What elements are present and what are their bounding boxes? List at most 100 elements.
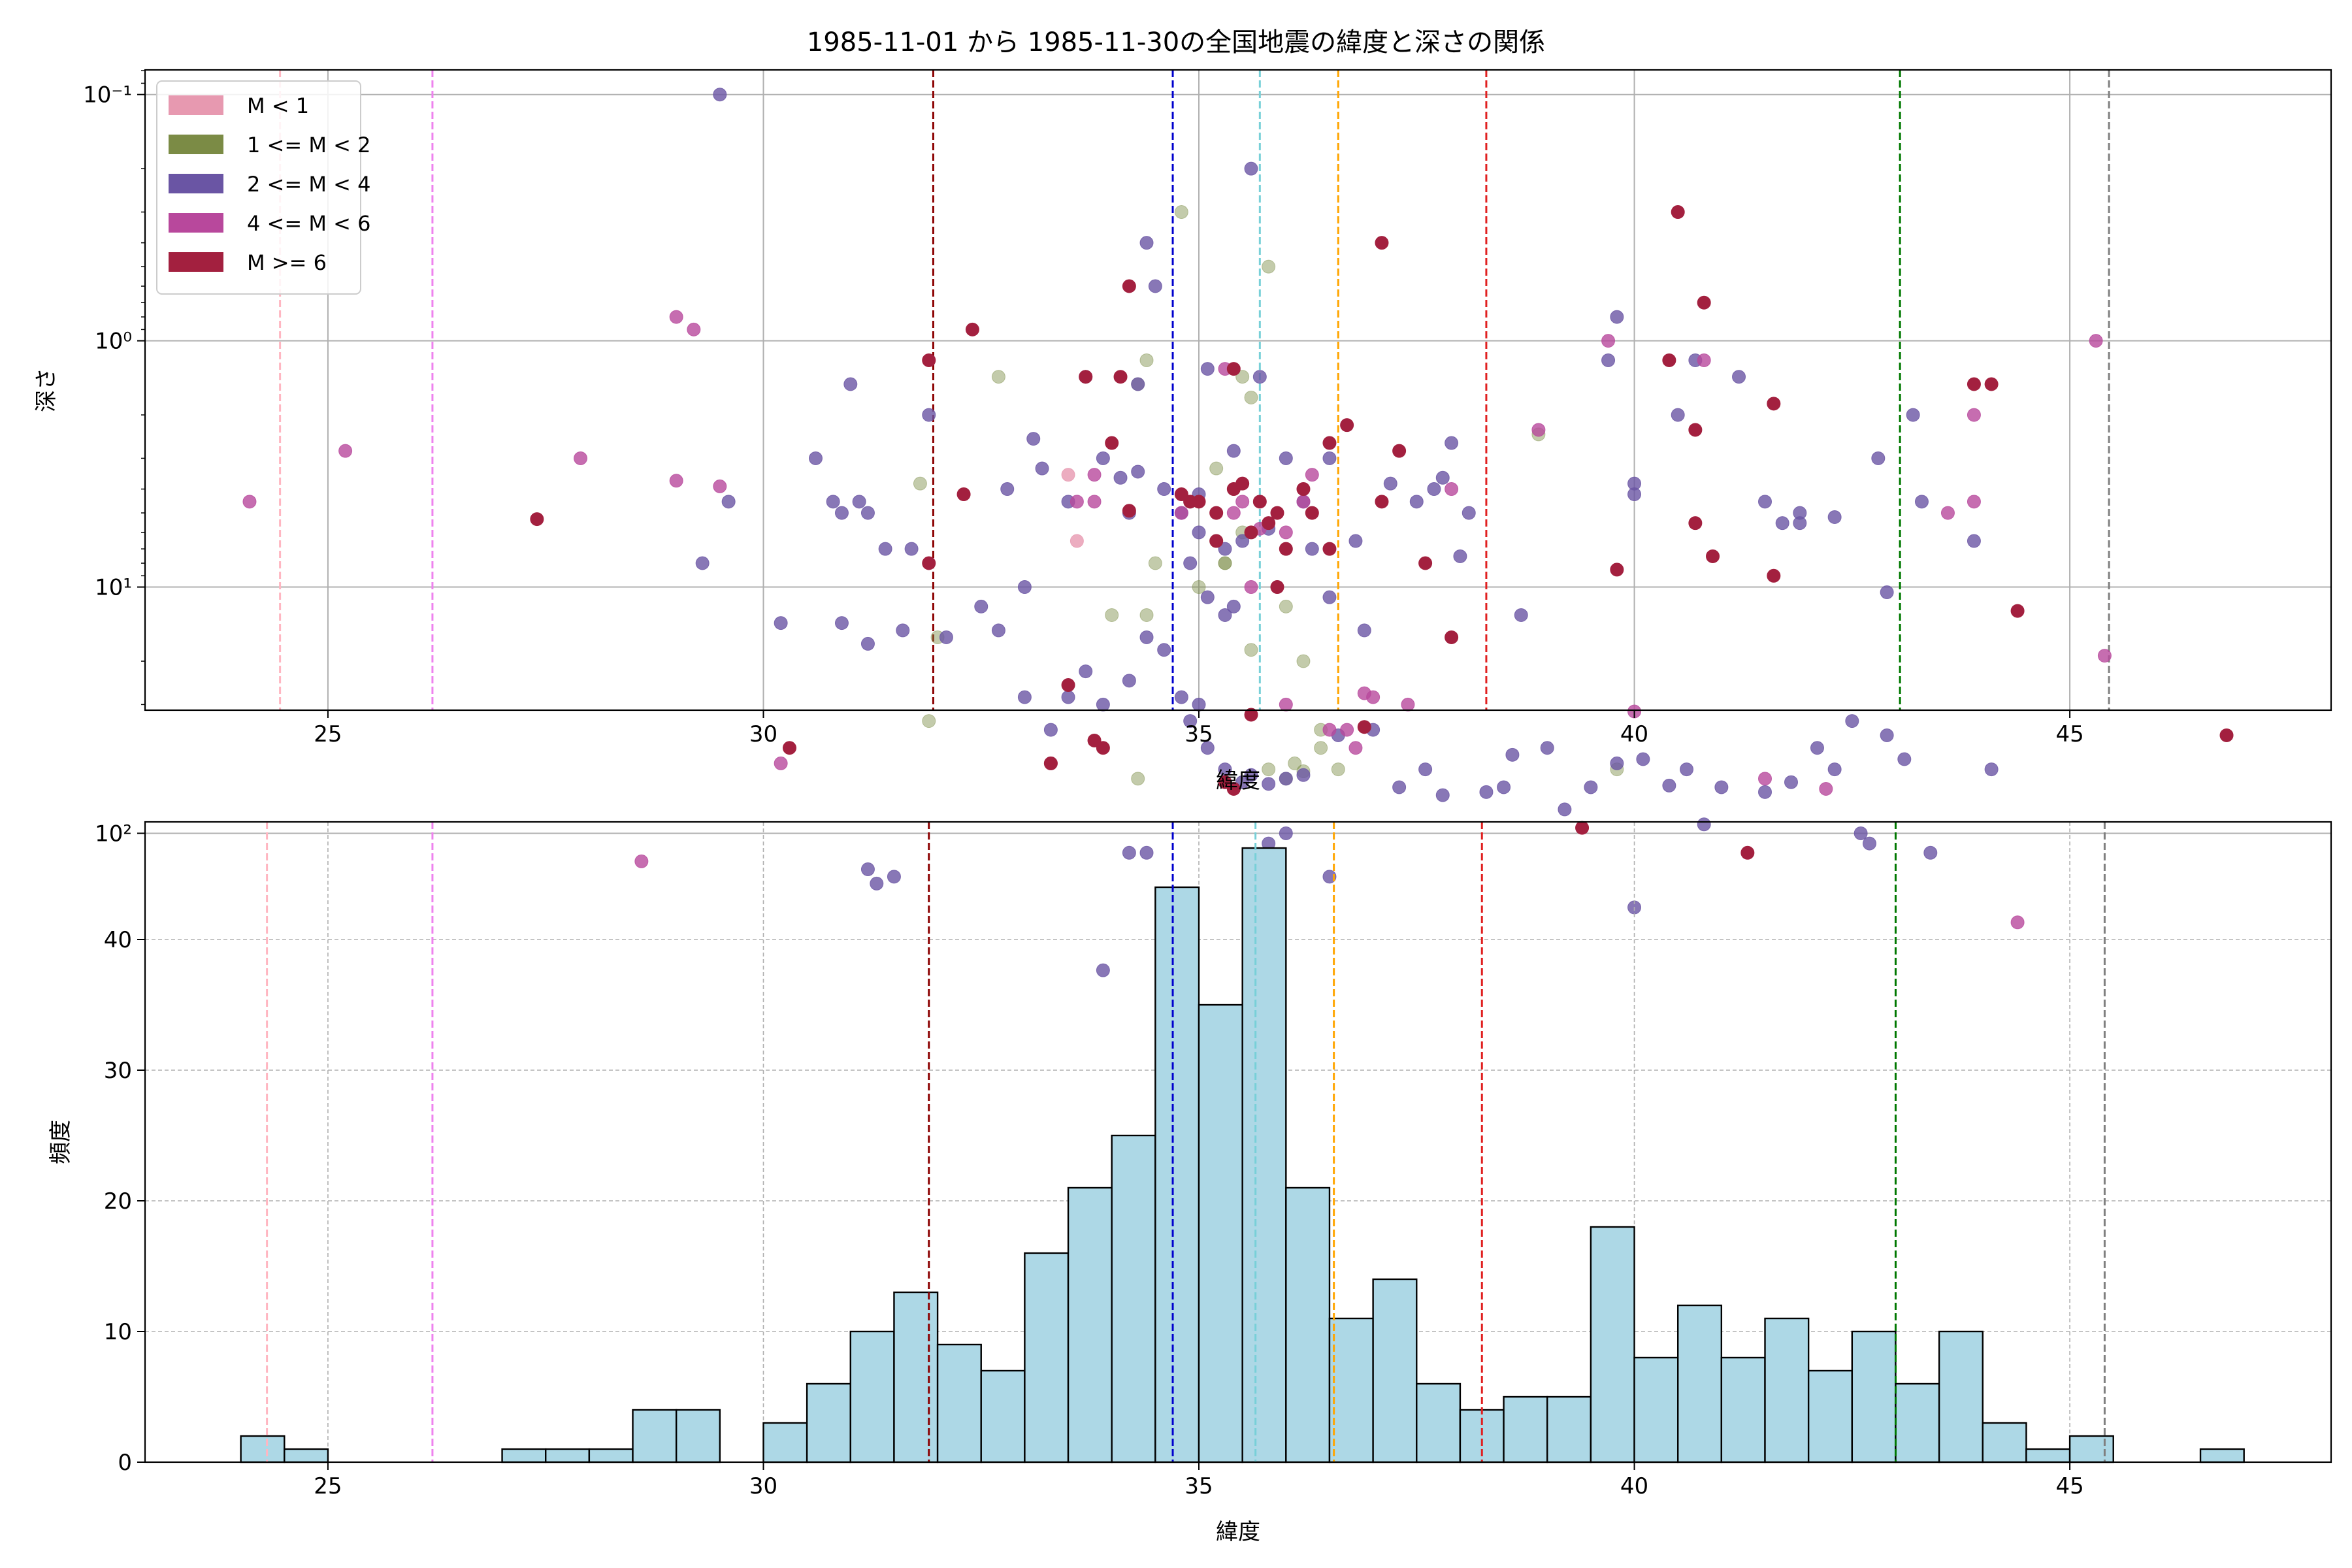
scatter-point	[1279, 697, 1293, 711]
scatter-point	[1244, 525, 1258, 540]
scatter-x-tick-label: 45	[2055, 721, 2083, 747]
histogram-reference-lines	[266, 822, 2106, 1462]
scatter-point	[687, 322, 701, 336]
histogram-bar	[849, 1330, 895, 1463]
scatter-point	[1871, 451, 1886, 465]
scatter-point	[1340, 418, 1354, 433]
histogram-axes-frame	[144, 821, 2332, 1463]
scatter-point	[991, 370, 1005, 384]
histogram-bar	[762, 1422, 808, 1463]
scatter-point	[1445, 482, 1459, 497]
scatter-point	[1740, 845, 1755, 860]
scatter-point	[2097, 649, 2112, 663]
scatter-point	[1445, 436, 1459, 450]
scatter-point	[1758, 785, 1772, 799]
histogram-bar	[675, 1409, 721, 1463]
scatter-point	[1226, 599, 1241, 613]
scatter-point	[1862, 836, 1876, 851]
histogram-y-ticks: 0 10 20 30 40	[104, 927, 145, 1476]
legend-label: 1 <= M < 2	[247, 133, 370, 157]
legend-label: M < 1	[247, 93, 309, 118]
scatter-point	[1610, 310, 1624, 324]
histogram-bar	[1285, 1186, 1331, 1463]
histogram-bar	[1938, 1330, 1984, 1463]
scatter-x-tick-label: 25	[314, 721, 342, 747]
scatter-axes-frame	[144, 69, 2332, 711]
scatter-point	[1061, 678, 1075, 693]
scatter-point	[1105, 608, 1119, 622]
scatter-point	[1218, 608, 1232, 622]
scatter-point	[1636, 752, 1650, 766]
scatter-point	[1967, 408, 1981, 422]
histogram-x-tick-label: 35	[1184, 1473, 1213, 1499]
scatter-point	[1200, 362, 1215, 376]
scatter-point	[1305, 542, 1319, 556]
scatter-point	[1793, 516, 1807, 531]
histogram-bar	[1154, 886, 1200, 1463]
scatter-point	[1697, 295, 1711, 310]
scatter-point	[1174, 205, 1188, 220]
scatter-point	[1435, 788, 1450, 802]
scatter-point	[1322, 723, 1337, 737]
scatter-point	[1819, 781, 1833, 796]
scatter-point	[1314, 741, 1328, 755]
scatter-point	[2010, 604, 2025, 618]
scatter-point	[1070, 534, 1084, 548]
scatter-point	[1218, 556, 1232, 570]
scatter-point	[338, 444, 353, 458]
scatter-point	[1827, 762, 1842, 777]
scatter-point	[1662, 778, 1676, 792]
scatter-point	[1252, 495, 1267, 509]
scatter-point	[1435, 470, 1450, 485]
histogram-bar	[1372, 1278, 1418, 1463]
scatter-point	[1497, 780, 1511, 794]
scatter-x-label: 緯度	[1216, 768, 1260, 794]
histogram-bar	[1590, 1226, 1635, 1463]
scatter-x-ticks: 25 30 35 40 45	[314, 710, 2084, 747]
scatter-point	[1183, 556, 1198, 570]
scatter-point	[1235, 370, 1250, 384]
histogram-bar	[1328, 1317, 1374, 1463]
scatter-point	[1200, 590, 1215, 604]
scatter-point	[1113, 370, 1128, 384]
histogram-y-tick-label: 10	[104, 1319, 132, 1345]
scatter-point	[1784, 775, 1798, 789]
scatter-y-tick-label: 10⁰	[95, 329, 132, 355]
scatter-point	[1984, 762, 1999, 777]
scatter-point	[1671, 408, 1685, 422]
histogram-bar	[2068, 1435, 2114, 1463]
scatter-point	[1244, 708, 1258, 722]
scatter-point	[860, 636, 875, 651]
scatter-point	[1226, 362, 1241, 376]
scatter-point	[922, 556, 936, 570]
scatter-point	[1079, 370, 1093, 384]
scatter-point	[965, 322, 979, 336]
scatter-point	[1131, 772, 1145, 786]
scatter-y-tick-label: 10¹	[95, 575, 132, 601]
histogram-bar	[936, 1343, 982, 1463]
scatter-y-tick-label: 10²	[95, 821, 132, 847]
scatter-point	[1322, 436, 1337, 450]
scatter-point	[1270, 506, 1284, 520]
scatter-point	[1157, 482, 1171, 497]
scatter-point	[1000, 482, 1015, 497]
scatter-point	[530, 512, 544, 527]
histogram-bar	[1416, 1382, 1462, 1463]
scatter-point	[242, 495, 257, 509]
scatter-y-label: 深さ	[33, 368, 59, 412]
scatter-x-tick-label: 30	[749, 721, 777, 747]
scatter-point	[1244, 580, 1258, 595]
scatter-point	[1688, 516, 1703, 531]
scatter-point	[1923, 845, 1938, 860]
scatter-point	[1244, 768, 1258, 782]
histogram-bar	[1764, 1317, 1810, 1463]
histogram-bar	[1241, 847, 1287, 1463]
scatter-point	[1348, 741, 1363, 755]
scatter-point	[1697, 353, 1711, 367]
scatter-point	[1967, 534, 1981, 548]
scatter-point	[1279, 451, 1293, 465]
scatter-reference-lines	[279, 70, 2110, 710]
scatter-point	[1122, 845, 1136, 860]
scatter-point	[1680, 762, 1694, 777]
legend-label: 2 <= M < 4	[247, 172, 370, 197]
